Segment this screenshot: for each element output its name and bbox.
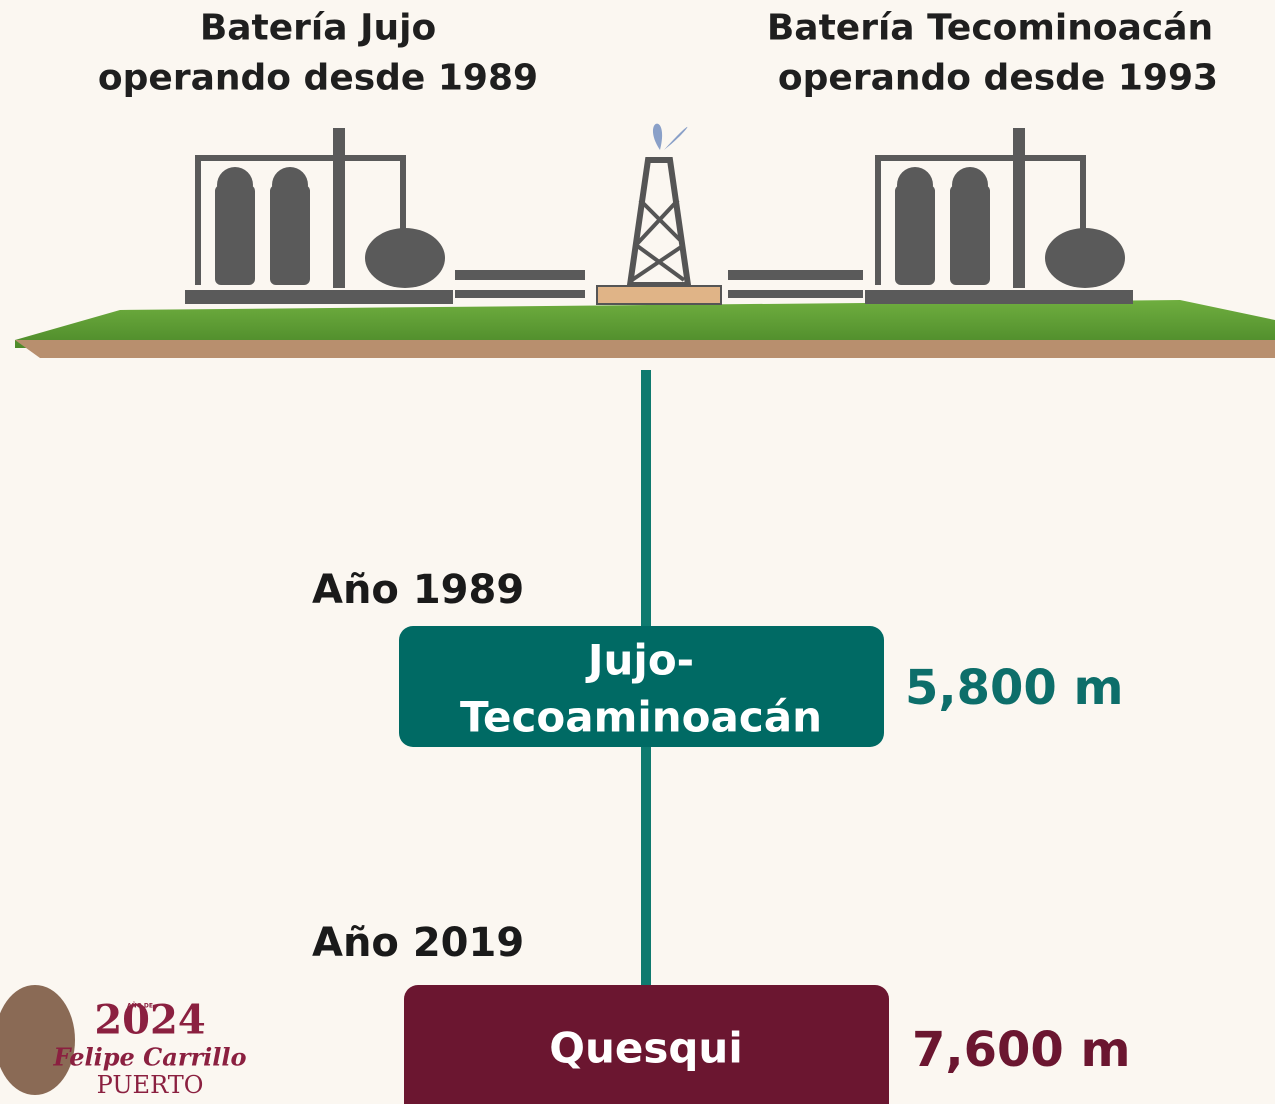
derrick bbox=[596, 123, 722, 305]
well-name: Tecoaminoacán bbox=[460, 693, 822, 742]
well-depth: 5,800 m bbox=[905, 660, 1124, 716]
well-year: Año 2019 bbox=[312, 920, 524, 966]
well-name: Jujo- bbox=[585, 636, 694, 685]
left-title: Batería Jujo bbox=[200, 8, 436, 49]
well-box bbox=[404, 985, 889, 1104]
right-refinery bbox=[728, 128, 1133, 304]
well-year: Año 1989 bbox=[312, 567, 524, 613]
well-box bbox=[399, 626, 884, 747]
logo: 2024 AÑO DE Felipe Carrillo PUERTO bbox=[0, 985, 246, 1099]
well-depth: 7,600 m bbox=[912, 1022, 1131, 1078]
logo-year: 2024 bbox=[94, 997, 205, 1044]
right-subtitle: operando desde 1993 bbox=[778, 58, 1218, 99]
ground bbox=[15, 300, 1275, 358]
right-title: Batería Tecominoacán bbox=[767, 8, 1213, 49]
left-subtitle: operando desde 1989 bbox=[98, 58, 538, 99]
logo-note: AÑO DE bbox=[127, 1003, 153, 1010]
left-refinery bbox=[185, 128, 585, 304]
well-name: Quesqui bbox=[549, 1024, 742, 1073]
logo-place: PUERTO bbox=[97, 1071, 204, 1099]
logo-name: Felipe Carrillo bbox=[53, 1043, 247, 1072]
logo-portrait bbox=[0, 985, 75, 1095]
